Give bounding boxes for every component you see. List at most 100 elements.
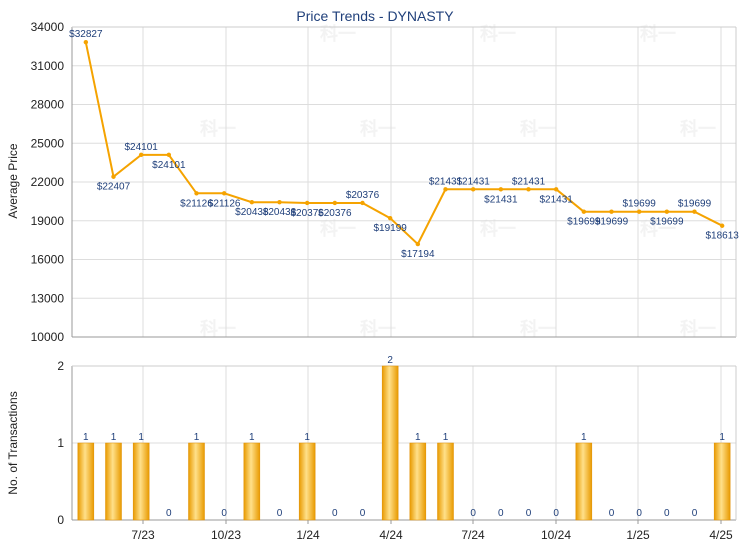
transaction-count-label: 0 (498, 508, 504, 519)
watermark-text: 科一 (200, 118, 236, 140)
watermark-text: 科一 (320, 218, 356, 240)
transaction-bar (105, 442, 122, 521)
price-data-label: $20438 (235, 207, 269, 218)
price-tick-label: 22000 (31, 175, 65, 189)
price-point (304, 200, 310, 206)
transaction-count-label: 0 (332, 508, 338, 519)
price-data-label: $24101 (152, 160, 186, 171)
transaction-count-label: 0 (692, 508, 698, 519)
price-data-label: $19699 (595, 217, 629, 228)
price-point (415, 241, 421, 247)
price-point (138, 152, 144, 158)
watermark-text: 科一 (520, 318, 556, 340)
transaction-bar (713, 442, 731, 521)
transaction-count-label: 1 (581, 432, 587, 443)
x-tick-label: 1/25 (626, 528, 650, 542)
price-point (719, 223, 725, 228)
transaction-bar (575, 442, 593, 521)
watermark-text: 科一 (480, 23, 516, 45)
transaction-bar (243, 442, 261, 521)
transaction-count-label: 0 (553, 508, 559, 519)
price-data-label: $19699 (650, 217, 684, 228)
price-point (443, 187, 448, 192)
transaction-bar (298, 442, 316, 521)
transaction-count-label: 0 (526, 508, 532, 519)
price-point (692, 209, 697, 214)
price-data-label: $20376 (318, 208, 352, 219)
price-axis-label: Average Price (6, 143, 20, 218)
transaction-count-label: 1 (83, 432, 89, 443)
watermark-text: 科一 (200, 318, 236, 340)
watermark-text: 科一 (520, 118, 556, 140)
transaction-count-label: 0 (360, 508, 366, 519)
watermark-text: 科一 (480, 218, 516, 240)
watermark-text: 科一 (360, 318, 396, 340)
transaction-count-label: 0 (609, 508, 615, 519)
price-point (498, 187, 504, 192)
price-line-panel: 10000 13000 16000 19000 22000 25000 28000 31000… (31, 20, 740, 344)
price-tick-label: 28000 (31, 98, 65, 112)
price-point (609, 209, 614, 214)
price-data-label: $21431 (429, 176, 463, 187)
transactions-tick-label: 0 (57, 513, 64, 527)
price-data-label: $19699 (678, 199, 712, 210)
price-data-label: $19699 (622, 199, 656, 210)
price-data-label: $20376 (290, 208, 324, 219)
price-point (221, 191, 227, 196)
price-data-label: $22407 (97, 182, 131, 193)
price-data-label: $21431 (539, 194, 573, 205)
transaction-count-label: 1 (249, 432, 255, 443)
price-data-label: $24101 (124, 142, 158, 153)
price-data-label: $20376 (346, 190, 380, 201)
price-point (249, 199, 255, 205)
price-tick-label: 31000 (31, 59, 65, 73)
transaction-bar (77, 442, 95, 521)
transaction-count-label: 0 (470, 508, 476, 519)
price-tick-label: 16000 (31, 253, 65, 267)
transaction-count-label: 0 (221, 508, 227, 519)
price-tick-label: 13000 (31, 291, 65, 305)
price-point (470, 187, 476, 192)
price-point (636, 209, 642, 214)
price-data-label: $18613 (705, 231, 739, 242)
price-tick-label: 19000 (31, 214, 65, 228)
transaction-bar (409, 442, 427, 521)
price-point (581, 209, 587, 214)
x-tick-label: 10/24 (541, 528, 571, 542)
price-point (277, 199, 282, 205)
price-tick-label: 10000 (31, 330, 65, 344)
transaction-count-label: 0 (166, 508, 172, 519)
chart-title: Price Trends - DYNASTY (296, 8, 454, 24)
price-data-label: $21431 (484, 194, 518, 205)
price-point (111, 174, 116, 179)
price-point (166, 152, 172, 158)
price-point (387, 215, 393, 221)
x-tick-label: 4/25 (709, 528, 733, 542)
price-data-label: $19699 (567, 217, 601, 228)
transaction-bar (381, 365, 399, 521)
transaction-count-label: 1 (415, 432, 421, 443)
watermark-text: 科一 (680, 118, 716, 140)
transactions-axis-label: No. of Transactions (6, 391, 20, 494)
watermark-text: 科一 (640, 218, 676, 240)
transaction-count-label: 1 (719, 432, 725, 443)
transaction-count-label: 1 (138, 432, 144, 443)
price-tick-label: 34000 (31, 20, 65, 34)
price-data-label: $32827 (69, 29, 103, 40)
transaction-bar (188, 442, 205, 521)
transactions-bar-panel: 0 1 2 1 1 1 0 1 0 1 0 1 0 0 2 1 1 0 0 0 0 1 0 0 0 0 1 7/23 10/23 1/24… (57, 355, 737, 542)
transaction-bar (437, 442, 454, 521)
price-point (83, 39, 89, 45)
price-data-label: $21431 (512, 176, 546, 187)
price-series-line (84, 41, 723, 246)
x-tick-label: 10/23 (211, 528, 241, 542)
price-point (664, 209, 670, 214)
transaction-count-label: 0 (636, 508, 642, 519)
x-tick-label: 1/24 (296, 528, 320, 542)
price-point (526, 187, 531, 192)
transaction-count-label: 1 (194, 432, 200, 443)
price-data-label: $20438 (263, 207, 297, 218)
watermark-text: 科一 (680, 318, 716, 340)
